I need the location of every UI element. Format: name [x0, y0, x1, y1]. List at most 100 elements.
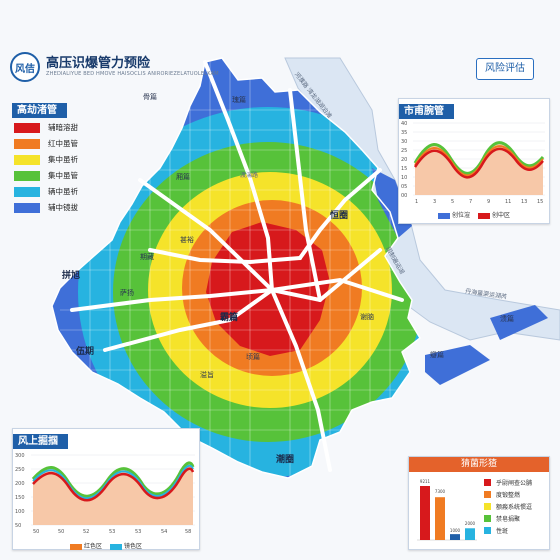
area-label[interactable]: 甚裕 — [180, 236, 194, 244]
legend-swatch — [14, 138, 40, 149]
y-tick: 25 — [401, 148, 407, 154]
area-label[interactable]: 瓣篇 — [430, 351, 444, 359]
stats-title: 猜菌形猹 — [409, 457, 549, 472]
stat-bar — [420, 486, 430, 540]
series-line — [32, 467, 195, 502]
x-tick: 50 — [33, 529, 39, 535]
bottom-left-chart-legend: 红色区 镜色区 — [13, 541, 199, 550]
main-roads — [70, 60, 404, 472]
area-label[interactable]: 厢篇 — [176, 173, 190, 181]
bottom-left-chart-title: 风上掘掴 — [13, 434, 68, 449]
district-label[interactable]: 拼旭 — [62, 271, 81, 281]
x-tick: 9 — [487, 199, 490, 204]
east-district-block — [490, 305, 548, 340]
x-tick: 53 — [135, 529, 141, 535]
top-right-chart-panel: 市甫腕管 40 35 30 25 20 15 10 05 00 — [398, 98, 550, 224]
bar-value-label: 1000 — [450, 528, 461, 533]
legend-item[interactable]: 辅暗溶甜 — [12, 121, 112, 134]
district-label[interactable]: 潮圈 — [276, 455, 295, 465]
y-tick: 35 — [401, 130, 407, 136]
stats-item[interactable]: 度锻整燃 — [483, 489, 532, 500]
legend-item[interactable]: 集中虽管 — [12, 169, 112, 182]
area-label[interactable]: 谢脑 — [360, 313, 374, 321]
x-tick: 1 — [415, 199, 418, 204]
y-tick: 150 — [15, 495, 25, 501]
stat-bar — [465, 528, 475, 540]
top-right-chart[interactable]: 40 35 30 25 20 15 10 05 00 — [399, 119, 549, 205]
y-tick: 20 — [401, 157, 407, 163]
y-tick: 50 — [15, 523, 21, 529]
legend-swatch — [14, 170, 40, 181]
y-tick: 00 — [401, 193, 407, 199]
stats-item[interactable]: 禁皂捐聚 — [483, 513, 532, 524]
y-tick: 30 — [401, 139, 407, 145]
legend-swatch — [14, 122, 40, 133]
district-label[interactable]: 伍期 — [76, 347, 95, 357]
x-tick: 3 — [433, 199, 436, 204]
risk-legend: 高劫渚管 辅暗溶甜 红中虽管 集中虽祈 集中虽管 辆中虽祈 辅中镜拔 — [12, 98, 112, 214]
series-line — [413, 147, 544, 179]
x-tick: 13 — [521, 199, 527, 204]
bar-value-label: 9211 — [420, 479, 431, 484]
series-line — [32, 464, 194, 500]
series-line — [31, 461, 195, 498]
stat-bar — [450, 534, 460, 540]
stats-item[interactable]: 性斑 — [483, 525, 532, 536]
y-tick: 40 — [401, 121, 407, 127]
bar-value-label: 2000 — [465, 521, 476, 526]
y-tick: 250 — [15, 467, 25, 473]
legend-entry: 创位渲 — [437, 210, 470, 219]
risk-assessment-button[interactable]: 风险评估 — [476, 58, 534, 80]
top-right-chart-title: 市甫腕管 — [399, 104, 454, 119]
bottom-left-chart-panel: 风上掘掴 300 250 200 150 100 50 50 50 — [12, 428, 200, 550]
district-label[interactable]: 恒圈 — [330, 211, 349, 221]
area-label[interactable]: 骨篇 — [143, 93, 157, 101]
y-tick: 10 — [401, 175, 407, 181]
x-tick: 52 — [83, 529, 89, 535]
x-tick: 15 — [537, 199, 543, 204]
legend-item[interactable]: 集中虽祈 — [12, 153, 112, 166]
bottom-left-chart[interactable]: 300 250 200 150 100 50 50 50 52 53 53 — [13, 449, 199, 535]
y-tick: 100 — [15, 509, 25, 515]
legend-entry: 红色区 — [69, 541, 102, 550]
x-tick: 11 — [505, 199, 511, 204]
y-tick: 15 — [401, 166, 407, 172]
city-boundary — [51, 57, 421, 479]
stat-bar — [435, 497, 445, 540]
area-label[interactable]: 瑰篇 — [232, 96, 246, 104]
legend-entry: 创中区 — [478, 210, 510, 219]
legend-item[interactable]: 红中虽管 — [12, 137, 112, 150]
y-tick: 05 — [401, 184, 407, 190]
legend-item[interactable]: 辆中虽祈 — [12, 185, 112, 198]
legend-title: 高劫渚管 — [12, 103, 67, 118]
legend-swatch — [14, 186, 40, 197]
east-district-block — [425, 345, 490, 385]
y-tick: 300 — [15, 453, 25, 459]
legend-item[interactable]: 辅中镜拔 — [12, 201, 112, 214]
legend-entry: 镜色区 — [110, 541, 142, 550]
area-label[interactable]: 顷篇 — [246, 353, 260, 361]
legend-swatch — [14, 154, 40, 165]
series-area — [33, 462, 193, 525]
legend-swatch — [14, 202, 40, 213]
x-tick: 50 — [58, 529, 64, 535]
road-label: 渡湍路 — [240, 172, 259, 179]
page-title: 高压识爆管力预险 — [46, 56, 151, 71]
bar-value-label: 7300 — [435, 489, 446, 494]
logo-icon: 风佶 — [10, 52, 40, 82]
x-tick: 7 — [469, 199, 472, 204]
area-label[interactable]: 萨扬 — [120, 289, 134, 297]
stats-bar-chart[interactable]: 9211 7300 1000 2000 — [415, 476, 479, 546]
area-label[interactable]: 溢旨 — [200, 371, 214, 379]
x-tick: 58 — [185, 529, 191, 535]
stats-item[interactable]: 乎尉闸查公脯 — [483, 477, 532, 488]
stats-item[interactable]: 额瘢系统惯逗 — [483, 501, 532, 512]
page-subtitle: ZHEDIALIYUE BED HMOVE HAISOCLIS ANIRORIE… — [46, 71, 219, 77]
app-header: 风佶 高压识爆管力预险 ZHEDIALIYUE BED HMOVE HAISOC… — [10, 50, 219, 84]
stats-panel: 猜菌形猹 9211 7300 1000 2000 乎尉闸查公脯 度锻整燃 额瘢系… — [408, 456, 550, 550]
area-label[interactable]: 溃篇 — [500, 315, 514, 323]
district-label[interactable]: 霸篇 — [220, 313, 239, 323]
area-label[interactable]: 期藏 — [140, 253, 154, 261]
